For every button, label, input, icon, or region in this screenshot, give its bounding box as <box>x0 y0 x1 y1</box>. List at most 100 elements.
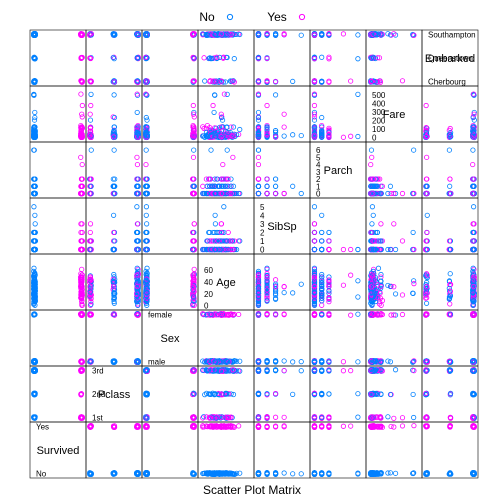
point <box>319 229 325 236</box>
point <box>143 204 150 210</box>
point <box>191 55 197 61</box>
point <box>470 147 476 153</box>
point <box>392 246 399 253</box>
point <box>144 117 150 123</box>
point <box>255 109 262 116</box>
panel-survived-vs-sibsp <box>29 197 87 255</box>
point <box>326 238 332 244</box>
point <box>87 111 93 117</box>
point <box>200 183 206 189</box>
point <box>31 78 38 85</box>
legend-key-yes <box>298 13 306 21</box>
point <box>191 221 197 227</box>
point <box>281 133 287 139</box>
point <box>423 102 429 109</box>
point <box>355 133 361 140</box>
point <box>281 124 287 130</box>
point <box>88 147 94 153</box>
point <box>471 204 477 210</box>
point <box>111 124 117 130</box>
point <box>255 190 262 197</box>
point <box>134 91 140 97</box>
point <box>88 31 94 37</box>
point <box>79 111 85 117</box>
panel-sibsp-vs-parch <box>253 141 311 199</box>
point <box>110 31 116 37</box>
point <box>447 176 453 182</box>
point <box>78 154 84 160</box>
point <box>224 147 230 153</box>
point <box>31 134 37 140</box>
point <box>319 114 325 121</box>
point <box>340 134 347 140</box>
point <box>311 246 318 253</box>
point <box>387 183 394 189</box>
point <box>32 212 38 218</box>
point <box>111 147 117 153</box>
legend: No Yes <box>199 10 306 24</box>
point <box>228 31 234 37</box>
point <box>369 221 375 227</box>
point <box>32 109 38 116</box>
panel-parch-vs-embarked <box>309 29 367 87</box>
point <box>206 55 212 62</box>
point <box>424 154 430 160</box>
point <box>391 221 397 227</box>
point <box>190 154 197 160</box>
point <box>290 183 296 189</box>
point <box>134 109 140 116</box>
point <box>348 78 354 84</box>
point <box>32 133 38 139</box>
point <box>319 78 325 85</box>
point <box>255 161 262 168</box>
point <box>272 92 279 98</box>
point <box>213 31 219 37</box>
point <box>470 161 476 168</box>
point <box>87 221 94 227</box>
point <box>78 54 84 61</box>
point <box>111 134 117 140</box>
point <box>255 154 262 160</box>
point <box>88 78 94 84</box>
point <box>190 31 197 37</box>
panel-survived-vs-parch <box>29 141 87 199</box>
point <box>224 54 230 61</box>
point <box>264 78 270 84</box>
point <box>348 246 354 253</box>
point <box>399 190 406 197</box>
point <box>221 204 227 210</box>
point <box>210 102 216 109</box>
point <box>255 147 262 153</box>
point <box>368 79 374 85</box>
point <box>208 56 214 62</box>
point <box>232 31 238 38</box>
point <box>79 132 85 138</box>
point <box>355 32 361 38</box>
point <box>78 91 84 97</box>
point <box>385 31 391 37</box>
point <box>298 190 304 197</box>
point <box>218 221 225 227</box>
point <box>281 31 287 37</box>
point <box>134 31 140 37</box>
point <box>411 32 417 38</box>
point <box>87 229 93 236</box>
point <box>32 221 38 227</box>
panel-pclass-vs-parch <box>85 141 143 199</box>
point <box>31 92 37 98</box>
point <box>218 31 225 37</box>
point <box>355 246 361 253</box>
point <box>134 154 140 160</box>
point <box>355 91 361 97</box>
point <box>255 78 262 84</box>
point <box>311 229 318 236</box>
panel-sex-vs-sibsp <box>141 197 199 255</box>
point <box>134 78 141 84</box>
point <box>111 32 117 38</box>
point <box>368 55 375 61</box>
point <box>319 238 325 244</box>
point <box>340 246 347 253</box>
point <box>225 32 231 38</box>
point <box>144 221 150 227</box>
